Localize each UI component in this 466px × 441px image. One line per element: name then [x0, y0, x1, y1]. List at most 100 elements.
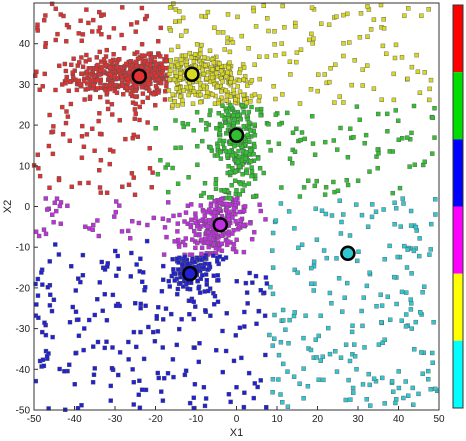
data-point — [404, 265, 410, 270]
data-point — [51, 297, 57, 302]
data-point — [174, 86, 179, 91]
data-point — [408, 208, 414, 214]
data-point — [361, 295, 366, 300]
data-point — [201, 265, 206, 270]
data-point — [321, 377, 326, 383]
data-point — [133, 88, 139, 93]
data-point — [309, 265, 314, 271]
data-point — [412, 162, 417, 167]
data-point — [93, 66, 99, 72]
data-point — [117, 350, 123, 355]
data-point — [287, 156, 293, 161]
data-point — [352, 58, 357, 63]
data-point — [175, 221, 181, 226]
data-point — [350, 323, 355, 328]
data-point — [107, 71, 113, 77]
data-point — [309, 5, 315, 10]
data-point — [132, 107, 138, 112]
data-point — [250, 280, 255, 285]
data-point — [279, 185, 284, 190]
data-point — [62, 61, 68, 67]
data-point — [161, 252, 167, 257]
data-point — [199, 193, 204, 199]
data-point — [236, 154, 242, 159]
data-point — [215, 273, 221, 278]
data-point — [235, 14, 240, 20]
data-point — [351, 390, 356, 395]
data-point — [69, 264, 74, 269]
data-point — [371, 86, 377, 91]
data-point — [315, 88, 320, 94]
data-point — [187, 50, 193, 56]
data-point — [340, 309, 345, 314]
data-point — [170, 92, 176, 97]
data-point — [357, 35, 363, 40]
data-point — [341, 53, 346, 59]
data-point — [126, 182, 132, 188]
data-point — [417, 253, 422, 259]
data-point — [338, 355, 344, 360]
data-point — [220, 328, 225, 334]
data-point — [202, 180, 208, 186]
data-point — [193, 304, 198, 309]
data-point — [170, 165, 175, 171]
data-point — [67, 138, 73, 144]
data-point — [187, 312, 192, 317]
cluster-center-5 — [182, 265, 198, 282]
data-point — [42, 18, 47, 23]
data-point — [143, 387, 149, 393]
data-point — [152, 339, 158, 344]
data-point — [137, 378, 142, 383]
data-point — [110, 292, 116, 298]
data-point — [42, 71, 47, 77]
data-point — [312, 152, 318, 157]
data-point — [248, 128, 253, 133]
data-point — [35, 152, 40, 157]
data-point — [285, 110, 290, 116]
data-point — [381, 207, 386, 212]
data-point — [139, 5, 145, 11]
data-point — [131, 402, 136, 407]
data-point — [82, 97, 87, 102]
data-point — [257, 94, 262, 99]
data-point — [64, 109, 69, 114]
data-point — [98, 157, 104, 163]
data-point — [115, 253, 120, 259]
data-point — [359, 308, 364, 314]
data-point — [36, 166, 41, 171]
data-point — [224, 108, 230, 114]
data-point — [241, 404, 247, 410]
data-point — [246, 120, 252, 126]
data-point — [244, 170, 249, 176]
data-point — [218, 68, 224, 74]
data-point — [306, 178, 311, 183]
data-point — [89, 29, 95, 34]
data-point — [45, 285, 51, 290]
data-point — [62, 369, 67, 374]
cluster-centers — [131, 66, 356, 282]
data-point — [179, 317, 184, 322]
data-point — [86, 180, 91, 186]
data-point — [368, 403, 373, 408]
data-point — [216, 110, 221, 116]
data-point — [241, 249, 247, 255]
data-point — [263, 275, 269, 280]
data-point — [245, 83, 250, 88]
data-point — [84, 7, 89, 12]
data-point — [290, 130, 296, 136]
data-point — [229, 182, 234, 188]
data-point — [249, 236, 255, 242]
data-point — [286, 341, 291, 346]
data-point — [360, 67, 365, 72]
x-tick-label: 0 — [234, 414, 240, 425]
data-point — [97, 131, 103, 137]
data-point — [180, 15, 186, 21]
data-point — [171, 1, 176, 6]
data-point — [212, 294, 218, 299]
data-point — [202, 255, 207, 261]
data-point — [112, 73, 118, 79]
data-point — [112, 214, 117, 219]
data-point — [160, 398, 166, 403]
data-point — [331, 138, 336, 143]
data-point — [208, 145, 213, 150]
